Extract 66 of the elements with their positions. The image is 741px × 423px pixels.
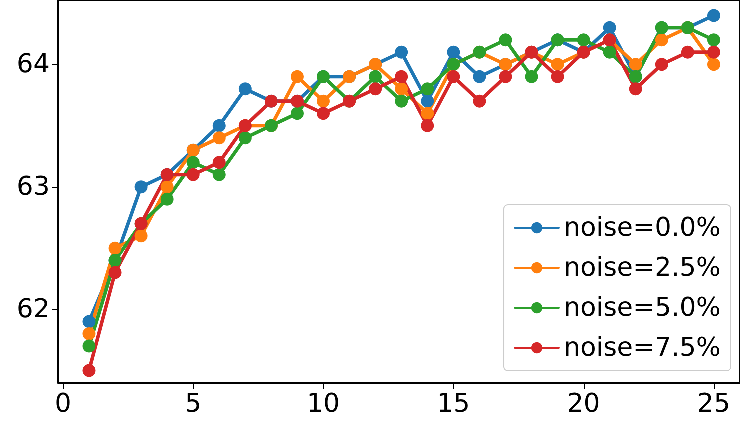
point (82, 328, 96, 341)
y-tick-label: 64 (16, 50, 50, 80)
point (499, 34, 512, 47)
point (212, 132, 226, 145)
point (395, 46, 408, 59)
point (473, 70, 486, 84)
legend-label: noise=2.5% (564, 253, 722, 283)
point (160, 180, 174, 194)
point (421, 94, 434, 108)
point (317, 94, 330, 108)
point (421, 107, 434, 120)
point (681, 46, 694, 59)
point (317, 107, 330, 120)
x-tick-label: 0 (54, 389, 72, 419)
point (238, 132, 252, 145)
x-tick-label: 20 (567, 389, 600, 419)
point (238, 82, 252, 96)
x-tick-label: 15 (437, 389, 470, 419)
point (473, 94, 486, 108)
point (707, 34, 720, 47)
point (290, 107, 304, 120)
point (134, 180, 148, 194)
legend-label: noise=0.0% (564, 213, 722, 243)
point (421, 82, 434, 96)
point (577, 34, 590, 47)
point (707, 46, 720, 59)
point (108, 266, 122, 280)
point (603, 21, 616, 34)
point (447, 46, 460, 59)
point (82, 340, 96, 353)
point (212, 119, 226, 132)
y-tick-label: 62 (16, 294, 50, 325)
point (551, 70, 564, 84)
x-tick-label: 25 (697, 389, 731, 419)
point (655, 58, 668, 72)
point (395, 94, 408, 108)
point (421, 119, 434, 132)
point (447, 70, 460, 84)
point (212, 156, 226, 170)
point (395, 70, 408, 84)
x-tick-label: 10 (306, 389, 340, 419)
point (525, 70, 538, 84)
point (551, 58, 564, 72)
point (134, 230, 148, 243)
legend-label: noise=7.5% (564, 333, 722, 363)
point (629, 82, 642, 96)
point (707, 58, 720, 72)
point (160, 192, 174, 206)
point (499, 70, 512, 84)
point (603, 46, 616, 59)
legend-label: noise=5.0% (564, 293, 722, 323)
point (369, 82, 382, 96)
point (707, 9, 720, 22)
point (186, 168, 200, 182)
point (212, 168, 226, 182)
point (82, 364, 96, 378)
y-tick-label: 63 (16, 172, 50, 202)
point (655, 34, 668, 47)
point (395, 82, 408, 96)
point (290, 70, 304, 84)
point (369, 70, 382, 84)
point (629, 58, 642, 72)
point (82, 315, 96, 328)
point (186, 156, 200, 170)
x-tick-label: 5 (185, 389, 202, 419)
point (108, 242, 122, 255)
